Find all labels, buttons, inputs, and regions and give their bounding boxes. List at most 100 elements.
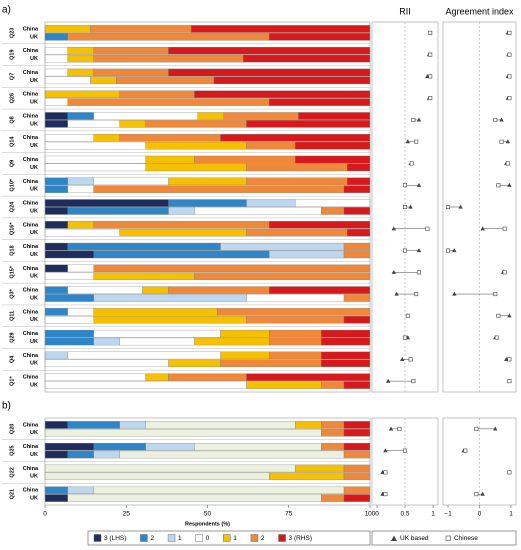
bar-segment [220, 329, 270, 338]
question-label: Q26 [9, 93, 15, 103]
legend-triangle [391, 535, 397, 541]
bar-segment [44, 242, 68, 251]
point-china [496, 313, 501, 318]
point-china [428, 52, 433, 57]
point-china [507, 74, 512, 79]
bar-segment [269, 472, 345, 481]
bar-segment [90, 76, 117, 85]
bar-segment [67, 486, 94, 494]
group-label: UK [30, 295, 38, 301]
bar-segment [44, 185, 68, 193]
bar-segment [44, 221, 68, 229]
group-label: China [23, 375, 39, 381]
bar-segment [246, 141, 296, 150]
point-uk [505, 139, 511, 144]
bar-segment [347, 228, 371, 237]
bar-segment [321, 359, 371, 368]
point-china [445, 248, 450, 253]
bar-segment [93, 315, 247, 324]
bar-segment [44, 98, 68, 106]
x-tick-label: 0.5 [400, 511, 409, 518]
question-label: Q25 [9, 445, 15, 455]
legend-label: 2 [150, 535, 154, 542]
group-label: UK [30, 361, 38, 367]
bar-segment [246, 373, 371, 381]
bar-segment [90, 25, 192, 33]
group-label: China [23, 157, 39, 163]
point-uk [499, 117, 504, 122]
bar-segment [194, 442, 322, 451]
x-tick-label: 50 [204, 511, 212, 518]
bar-segment [44, 315, 94, 324]
point-uk [416, 117, 422, 122]
bar-segment [67, 54, 94, 63]
bar-segment [220, 242, 345, 251]
group-label: UK [30, 78, 38, 84]
bar-segment [168, 359, 221, 368]
bar-segment [44, 337, 94, 346]
group-label: UK [30, 317, 38, 323]
legend-swatch [278, 534, 286, 542]
group-label: China [23, 309, 39, 315]
point-uk [388, 426, 394, 431]
bar-segment [119, 134, 221, 142]
point-uk [507, 313, 512, 318]
group-label: China [23, 113, 39, 119]
point-china [474, 426, 479, 431]
question-label: Q29 [9, 332, 15, 342]
bar-segment [343, 207, 371, 215]
bar-segment [44, 112, 68, 120]
question-label: Q24 [9, 201, 15, 212]
bar-segment [67, 421, 120, 429]
point-china [496, 183, 501, 188]
group-label: UK [30, 165, 38, 171]
bar-segment [321, 351, 371, 360]
bar-segment [67, 33, 270, 41]
bar-segment [168, 199, 247, 207]
point-china [402, 335, 407, 340]
question-label: Q22 [9, 467, 15, 477]
bar-segment [44, 351, 68, 360]
point-uk [391, 269, 396, 274]
bar-segment [93, 329, 221, 338]
bar-segment [343, 294, 371, 302]
point-china [507, 357, 512, 362]
bar-segment [44, 464, 296, 473]
bar-segment [44, 442, 94, 451]
bar-segment [116, 76, 215, 85]
bar-segment [246, 199, 296, 207]
point-uk [493, 426, 498, 431]
bar-segment [93, 221, 270, 229]
group-label: China [23, 48, 39, 54]
bar-segment [44, 25, 91, 33]
point-uk [480, 226, 485, 231]
point-china [416, 270, 421, 275]
point-china [402, 448, 407, 453]
group-label: China [23, 26, 39, 32]
bar-segment [67, 450, 94, 459]
bar-segment [44, 264, 68, 273]
point-uk [452, 291, 457, 296]
point-china [411, 117, 416, 122]
bar-segment [93, 185, 345, 193]
bar-segment [194, 337, 270, 346]
point-china [383, 470, 388, 475]
bar-segment [220, 359, 322, 368]
bar-segment [93, 442, 146, 451]
point-china [494, 335, 499, 340]
bar-segment [343, 442, 371, 451]
group-label: China [23, 331, 39, 337]
bar-segment [168, 68, 371, 77]
bar-segment [269, 337, 322, 346]
question-label: Q4 [9, 355, 15, 363]
bar-segment [168, 373, 247, 381]
bar-segment [347, 163, 371, 172]
question-label: Q20 [9, 424, 15, 434]
question-label: Q8 [9, 116, 15, 123]
legend-label: Chinese [454, 535, 478, 542]
question-label: Q7 [9, 73, 15, 80]
panel-label: b) [2, 401, 11, 412]
legend-label: 1 [178, 535, 182, 542]
question-label: Q23 [9, 28, 15, 38]
